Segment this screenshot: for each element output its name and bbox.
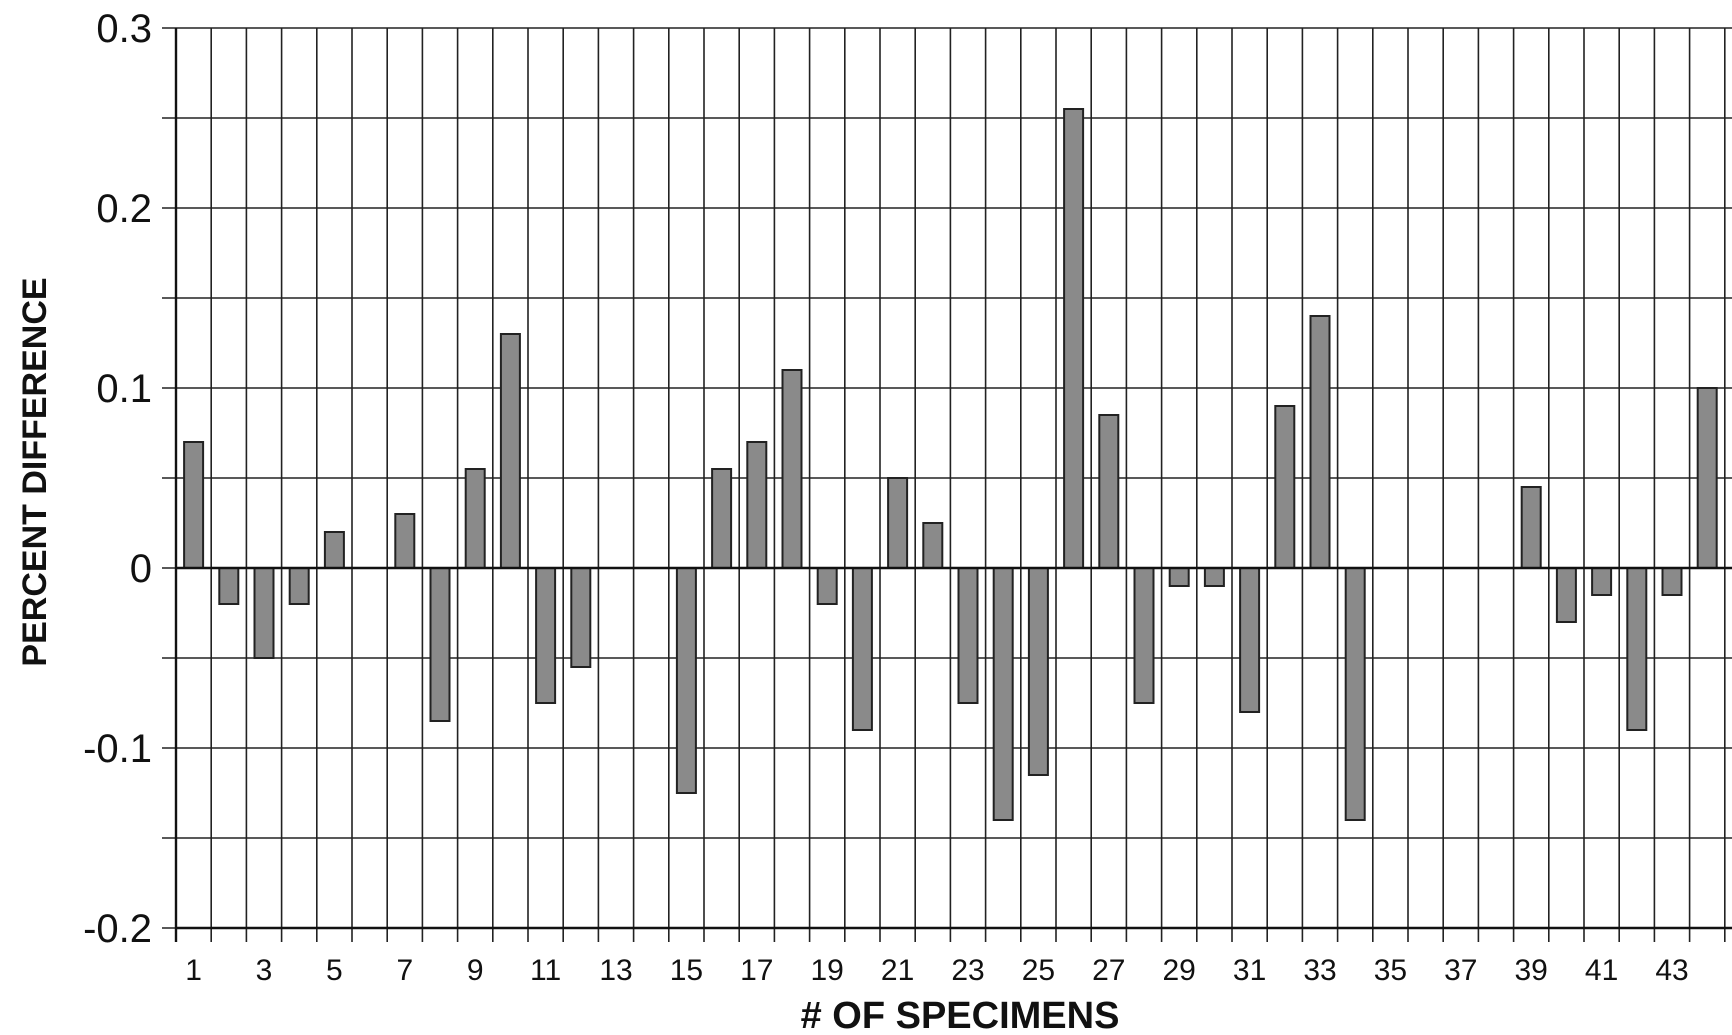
x-tick-label: 7 [396, 954, 413, 987]
bar [323, 531, 345, 569]
bar [1063, 108, 1085, 569]
x-tick-label: 21 [881, 954, 914, 987]
x-tick-label: 43 [1655, 954, 1688, 987]
bar [1027, 567, 1049, 776]
bar [1344, 567, 1366, 821]
x-tick-label: 39 [1515, 954, 1548, 987]
bar [1098, 414, 1120, 569]
x-tick-label: 17 [740, 954, 773, 987]
bar [499, 333, 521, 569]
bar [535, 567, 557, 704]
bar [1168, 567, 1190, 587]
bar [1696, 387, 1718, 569]
x-tick-label: 27 [1092, 954, 1125, 987]
x-tick-label: 33 [1303, 954, 1336, 987]
y-tick-labels: 0.3 0.2 0.1 0 -0.1 -0.2 [83, 7, 152, 951]
axes [174, 28, 1732, 942]
x-tick-label: 25 [1022, 954, 1055, 987]
bar [887, 477, 909, 569]
bar [711, 468, 733, 569]
bar [781, 369, 803, 569]
y-tick-label: 0.3 [96, 7, 152, 51]
bar [922, 522, 944, 569]
bar [1555, 567, 1577, 623]
x-tick-labels: 1 3 5 7 9 11 13 15 17 19 21 23 25 27 29 31 33 35 37 39 41 43 [185, 954, 1688, 987]
x-tick-label: 23 [951, 954, 984, 987]
x-tick-label: 19 [811, 954, 844, 987]
bar [464, 468, 486, 569]
x-tick-label: 1 [185, 954, 202, 987]
bar [992, 567, 1014, 821]
x-tick-label: 35 [1374, 954, 1407, 987]
y-tick-label: -0.2 [83, 907, 152, 951]
y-axis-title: PERCENT DIFFERENCE [16, 277, 54, 666]
bar [746, 441, 768, 569]
bar [429, 567, 451, 722]
bar [1520, 486, 1542, 569]
x-tick-label: 5 [326, 954, 343, 987]
horizontal-gridlines [162, 27, 1732, 929]
y-tick-label: 0.1 [96, 367, 152, 411]
y-tick-label: 0.2 [96, 187, 152, 231]
bar [183, 441, 205, 569]
y-tick-label: 0 [130, 547, 152, 591]
x-tick-label: 41 [1585, 954, 1618, 987]
x-tick-label: 37 [1444, 954, 1477, 987]
bar [1626, 567, 1648, 731]
x-axis-title: # OF SPECIMENS [801, 995, 1120, 1035]
bar [1309, 315, 1331, 569]
bar [394, 513, 416, 569]
x-tick-label: 15 [670, 954, 703, 987]
bar [957, 567, 979, 704]
bar [1591, 567, 1613, 596]
bar [288, 567, 310, 605]
bar [851, 567, 873, 731]
x-tick-label: 13 [599, 954, 632, 987]
bar [675, 567, 697, 794]
vertical-gridlines [175, 28, 1726, 942]
x-tick-label: 29 [1163, 954, 1196, 987]
bar [1133, 567, 1155, 704]
bar [253, 567, 275, 659]
x-tick-label: 9 [467, 954, 484, 987]
x-tick-label: 3 [256, 954, 273, 987]
bar [816, 567, 838, 605]
bar [218, 567, 240, 605]
bar [1239, 567, 1261, 713]
bar [1661, 567, 1683, 596]
bar [1203, 567, 1225, 587]
x-tick-label: 31 [1233, 954, 1266, 987]
y-tick-label: -0.1 [83, 727, 152, 771]
bar [1274, 405, 1296, 569]
x-tick-label: 11 [530, 954, 561, 987]
bar [570, 567, 592, 668]
